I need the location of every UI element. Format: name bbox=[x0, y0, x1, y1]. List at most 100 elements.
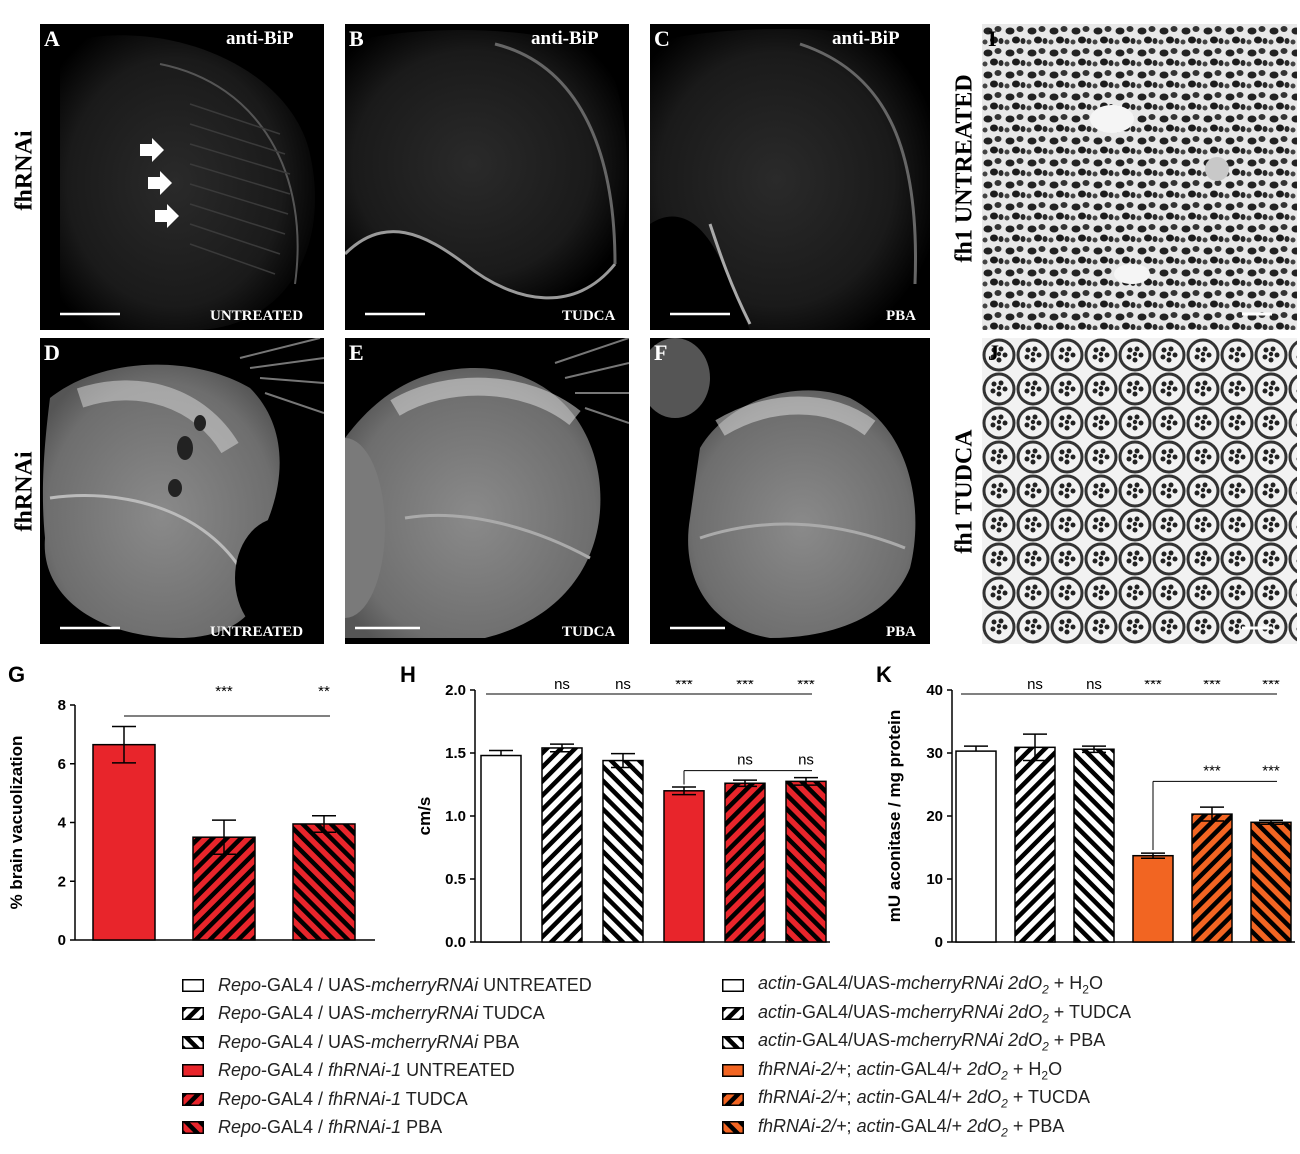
row-label-middle: fhRNAi bbox=[11, 451, 38, 532]
panel-label-b: B bbox=[349, 26, 364, 51]
panel-label-e: E bbox=[349, 340, 364, 365]
legend-swatch bbox=[182, 1007, 204, 1021]
legend-swatch bbox=[182, 1092, 204, 1106]
bar bbox=[724, 782, 766, 943]
chart-k: 0 10 20 30 40 mU aconitase / mg protein ns ns **… bbox=[885, 680, 1295, 951]
legend-item: Repo-GAL4 / UAS-mcherryRNAi PBA bbox=[182, 1028, 592, 1057]
legend-label: Repo-GAL4 / UAS-mcherryRNAi UNTREATED bbox=[218, 974, 592, 995]
bar bbox=[92, 743, 156, 941]
legend-item: Repo-GAL4 / fhRNAi-1 UNTREATED bbox=[182, 1057, 592, 1086]
legend-item: Repo-GAL4 / UAS-mcherryRNAi UNTREATED bbox=[182, 971, 592, 1000]
y-tick-label: 6 bbox=[58, 756, 66, 773]
y-tick-label: 10 bbox=[926, 871, 943, 888]
legend-left: Repo-GAL4 / UAS-mcherryRNAi UNTREATED Rep… bbox=[182, 971, 592, 1142]
condition-label-d: UNTREATED bbox=[210, 624, 304, 640]
y-tick-label: 40 bbox=[926, 682, 943, 699]
legend-swatch bbox=[722, 1035, 744, 1049]
significance-label: *** bbox=[1203, 762, 1221, 779]
arrow-icon bbox=[140, 138, 179, 228]
legend-label: fhRNAi-2/+; actin-GAL4/+ 2dO2 + TUCDA bbox=[758, 1087, 1091, 1112]
bar bbox=[602, 759, 644, 943]
chart-label-h: H bbox=[400, 662, 416, 687]
y-tick-label: 4 bbox=[58, 815, 67, 832]
stain-label-b: anti-BiP bbox=[531, 28, 599, 49]
row-label-top: fhRNAi bbox=[11, 130, 38, 211]
legend-swatch bbox=[722, 978, 744, 992]
legend-item: actin-GAL4/UAS-mcherryRNAi 2dO2 + PBA bbox=[722, 1028, 1131, 1057]
micrograph-d bbox=[40, 338, 324, 644]
stain-label-a: anti-BiP bbox=[226, 28, 294, 49]
panel-label-d: D bbox=[44, 340, 60, 365]
legend-label: Repo-GAL4 / UAS-mcherryRNAi PBA bbox=[218, 1031, 520, 1052]
condition-label-f: PBA bbox=[886, 624, 916, 640]
significance-label: ** bbox=[318, 683, 330, 700]
y-tick-label: 1.5 bbox=[445, 745, 466, 762]
chart-label-k: K bbox=[876, 662, 892, 687]
condition-label-b: TUDCA bbox=[562, 308, 616, 324]
legend-label: Repo-GAL4 / fhRNAi-1 TUDCA bbox=[218, 1088, 468, 1109]
legend-item: fhRNAi-2/+; actin-GAL4/+ 2dO2 + TUCDA bbox=[722, 1085, 1131, 1114]
legend-swatch bbox=[722, 1121, 744, 1135]
significance-label: *** bbox=[1144, 680, 1162, 693]
legend-item: Repo-GAL4 / fhRNAi-1 PBA bbox=[182, 1114, 592, 1143]
bar bbox=[1073, 748, 1115, 943]
micrograph-c bbox=[650, 24, 930, 330]
significance-label: *** bbox=[1203, 680, 1221, 693]
legend-swatch bbox=[722, 1064, 744, 1078]
bar bbox=[1250, 821, 1292, 943]
chart-label-g: G bbox=[8, 662, 26, 687]
legend-swatch bbox=[182, 978, 204, 992]
y-tick-label: 0 bbox=[58, 932, 66, 949]
bar bbox=[1014, 746, 1056, 943]
micrograph-e bbox=[345, 338, 629, 644]
legend-label: fhRNAi-2/+; actin-GAL4/+ 2dO2 + H2O bbox=[758, 1058, 1063, 1083]
y-tick-label: 20 bbox=[926, 808, 943, 825]
bar bbox=[955, 750, 997, 943]
significance-label: ns bbox=[798, 752, 814, 769]
y-tick-label: 2.0 bbox=[445, 682, 466, 699]
legend-label: actin-GAL4/UAS-mcherryRNAi 2dO2 + PBA bbox=[758, 1030, 1106, 1055]
significance-label: *** bbox=[675, 680, 693, 693]
legend-label: Repo-GAL4 / UAS-mcherryRNAi TUDCA bbox=[218, 1003, 545, 1024]
panel-label-c: C bbox=[654, 26, 670, 51]
panel-label-i: I bbox=[988, 26, 997, 51]
legend-swatch bbox=[182, 1121, 204, 1135]
bar bbox=[292, 823, 356, 941]
significance-label: ns bbox=[737, 752, 753, 769]
significance-label: *** bbox=[1262, 762, 1280, 779]
row-label-j: fh1 TUDCA bbox=[951, 429, 978, 554]
condition-label-a: UNTREATED bbox=[210, 308, 304, 324]
micrograph-i bbox=[982, 24, 1297, 330]
significance-label: ns bbox=[554, 680, 570, 693]
micrograph-a bbox=[40, 24, 324, 330]
significance-label: *** bbox=[1262, 680, 1280, 693]
significance-label: ns bbox=[615, 680, 631, 693]
legend-item: actin-GAL4/UAS-mcherryRNAi 2dO2 + TUDCA bbox=[722, 1000, 1131, 1029]
significance-label: ns bbox=[1086, 680, 1102, 693]
y-axis-label: % brain vacuolization bbox=[7, 736, 26, 910]
legend-swatch bbox=[182, 1035, 204, 1049]
legend-label: fhRNAi-2/+; actin-GAL4/+ 2dO2 + PBA bbox=[758, 1115, 1065, 1140]
significance-label: *** bbox=[736, 680, 754, 693]
significance-label: ns bbox=[1027, 680, 1043, 693]
legend-item: actin-GAL4/UAS-mcherryRNAi 2dO2 + H2O bbox=[722, 971, 1131, 1000]
legend-label: Repo-GAL4 / fhRNAi-1 UNTREATED bbox=[218, 1060, 515, 1081]
y-tick-label: 1.0 bbox=[445, 808, 466, 825]
micrograph-j bbox=[982, 338, 1297, 644]
legend-swatch bbox=[182, 1064, 204, 1078]
panel-label-a: A bbox=[44, 26, 60, 51]
bar bbox=[541, 747, 583, 943]
legend-swatch bbox=[722, 1007, 744, 1021]
legend-item: Repo-GAL4 / UAS-mcherryRNAi TUDCA bbox=[182, 1000, 592, 1029]
y-tick-label: 0.5 bbox=[445, 871, 466, 888]
legend-item: fhRNAi-2/+; actin-GAL4/+ 2dO2 + PBA bbox=[722, 1114, 1131, 1143]
panel-label-j: J bbox=[988, 340, 999, 365]
condition-label-e: TUDCA bbox=[562, 624, 616, 640]
y-tick-label: 2 bbox=[58, 873, 66, 890]
bar bbox=[663, 790, 705, 943]
condition-label-c: PBA bbox=[886, 308, 916, 324]
significance-label: *** bbox=[215, 683, 233, 700]
row-label-i: fh1 UNTREATED bbox=[951, 74, 978, 263]
panel-label-f: F bbox=[654, 340, 668, 365]
